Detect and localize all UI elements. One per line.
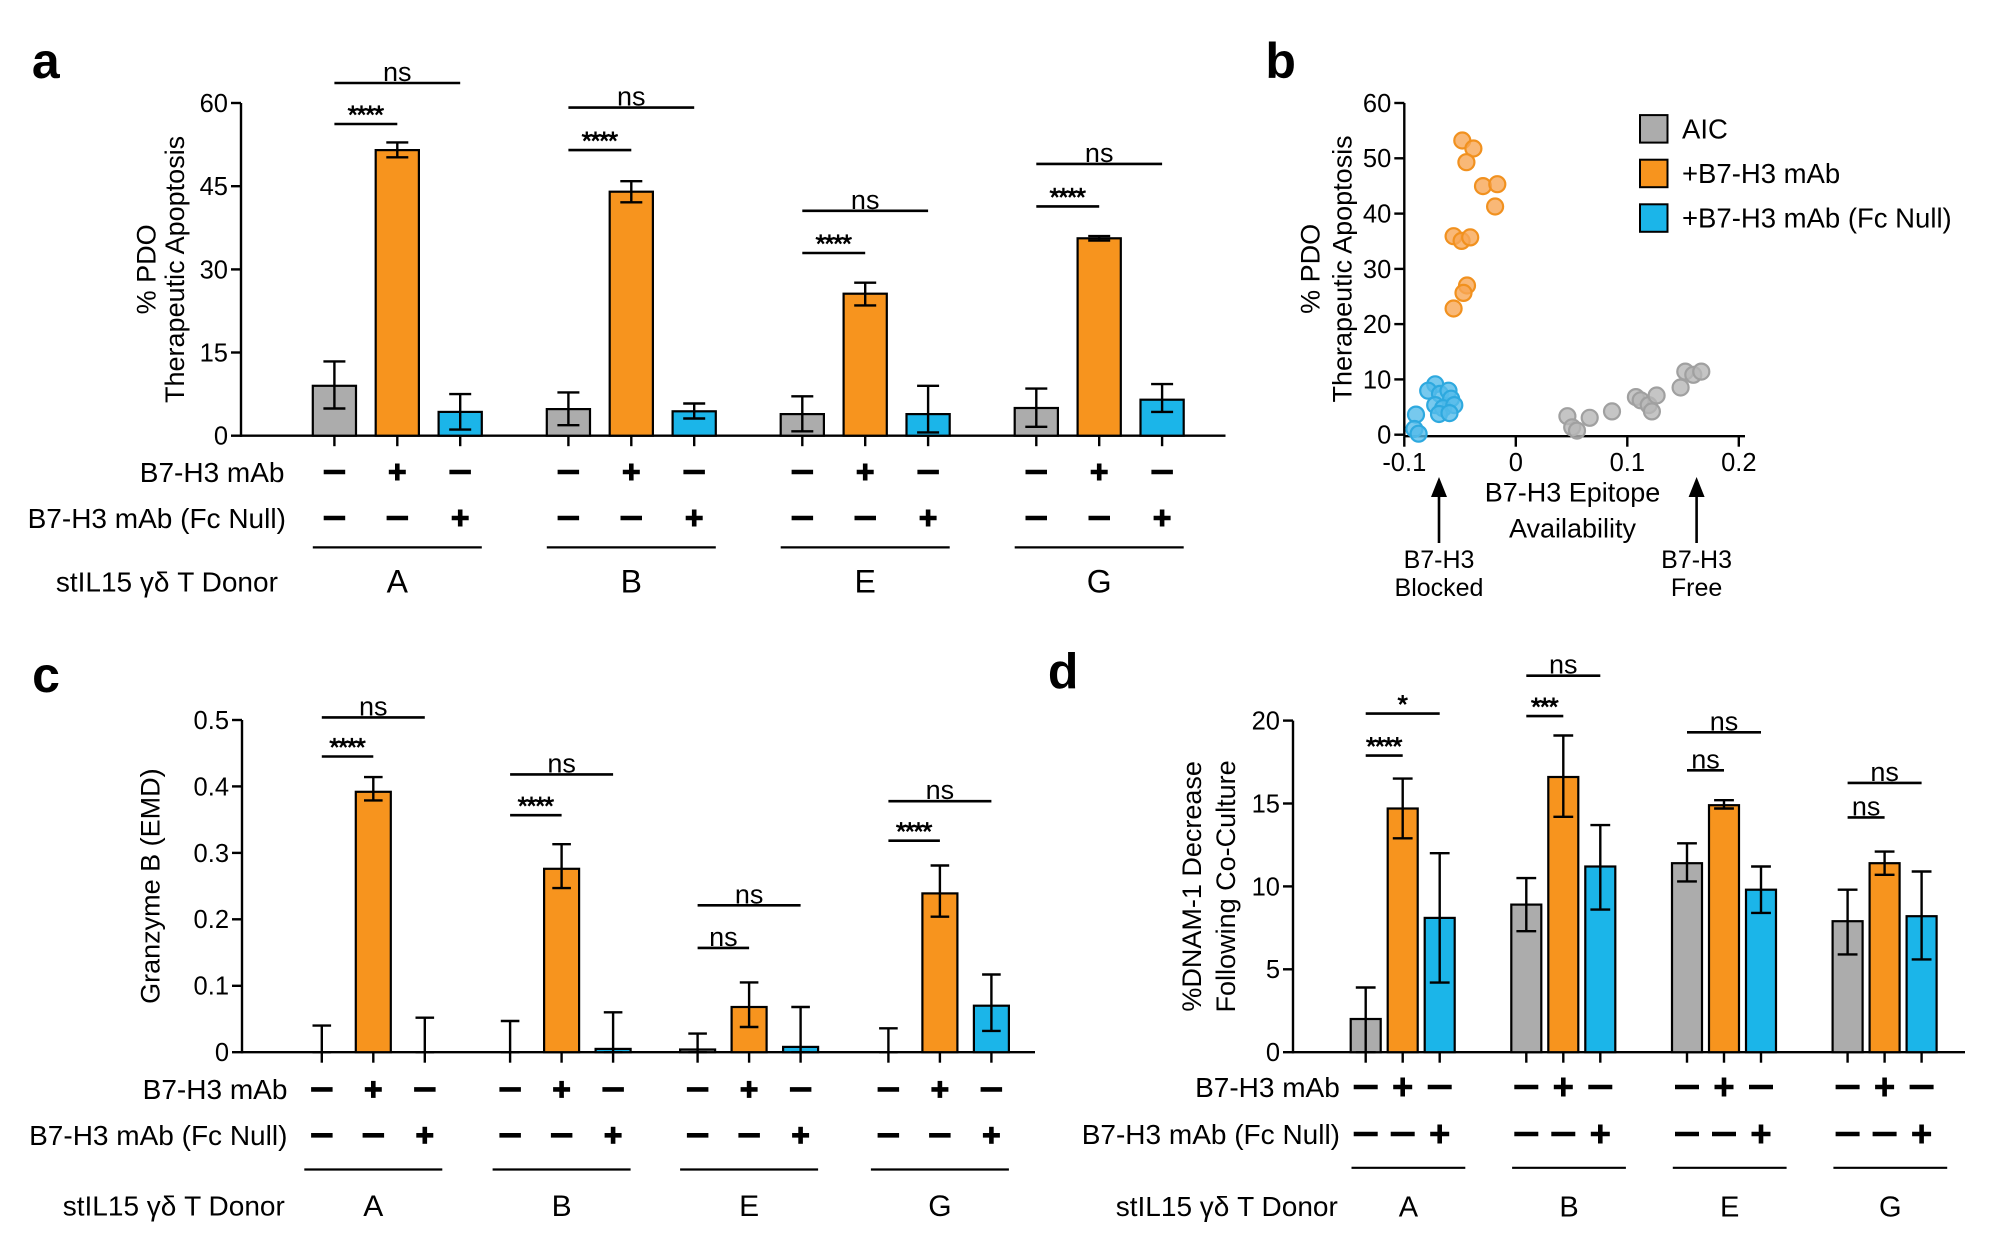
svg-text:15: 15 xyxy=(200,339,228,367)
svg-text:20: 20 xyxy=(1363,311,1391,339)
svg-text:0: 0 xyxy=(1377,422,1391,450)
svg-text:5: 5 xyxy=(1266,956,1280,984)
svg-text:Availability: Availability xyxy=(1509,513,1637,543)
svg-text:ns: ns xyxy=(1691,744,1720,774)
svg-text:A: A xyxy=(387,564,409,600)
svg-text:-0.1: -0.1 xyxy=(1382,449,1426,477)
svg-text:Blocked: Blocked xyxy=(1395,574,1484,602)
svg-text:+B7-H3 mAb: +B7-H3 mAb xyxy=(1682,158,1840,189)
svg-text:0.2: 0.2 xyxy=(194,906,229,934)
svg-text:A: A xyxy=(363,1190,383,1223)
svg-text:B7-H3 mAb (Fc Null): B7-H3 mAb (Fc Null) xyxy=(1082,1119,1340,1150)
svg-text:ns: ns xyxy=(926,775,955,805)
svg-text:ns: ns xyxy=(851,185,880,215)
svg-text:+B7-H3 mAb (Fc Null): +B7-H3 mAb (Fc Null) xyxy=(1682,203,1952,234)
svg-text:Therapeutic Apoptosis: Therapeutic Apoptosis xyxy=(1327,135,1357,402)
svg-text:15: 15 xyxy=(1252,790,1280,818)
svg-text:ns: ns xyxy=(1549,650,1578,680)
svg-text:B7-H3: B7-H3 xyxy=(1404,546,1475,574)
svg-text:ns: ns xyxy=(1710,706,1739,736)
svg-text:B7-H3 mAb: B7-H3 mAb xyxy=(140,457,285,488)
svg-text:ns: ns xyxy=(1852,791,1881,821)
svg-text:Free: Free xyxy=(1671,574,1722,602)
svg-text:% PDO: % PDO xyxy=(131,224,161,314)
svg-text:d: d xyxy=(1048,644,1079,700)
svg-text:60: 60 xyxy=(1363,90,1391,118)
svg-text:G: G xyxy=(928,1190,951,1223)
svg-text:0: 0 xyxy=(1266,1039,1280,1067)
svg-text:A: A xyxy=(1399,1191,1419,1223)
svg-text:50: 50 xyxy=(1363,145,1391,173)
svg-text:B7-H3 mAb (Fc Null): B7-H3 mAb (Fc Null) xyxy=(29,1120,287,1151)
svg-text:B: B xyxy=(621,564,642,600)
svg-text:stIL15 γδ T Donor: stIL15 γδ T Donor xyxy=(1116,1191,1338,1222)
svg-text:AIC: AIC xyxy=(1682,113,1728,144)
svg-text:E: E xyxy=(855,564,876,600)
svg-text:0.1: 0.1 xyxy=(194,973,229,1001)
svg-text:B: B xyxy=(552,1190,572,1223)
svg-text:% PDO: % PDO xyxy=(1295,224,1325,314)
svg-text:60: 60 xyxy=(200,90,228,118)
svg-text:10: 10 xyxy=(1363,366,1391,394)
svg-text:a: a xyxy=(32,33,61,89)
svg-text:Granzyme B (EMD): Granzyme B (EMD) xyxy=(135,768,165,1004)
svg-text:G: G xyxy=(1087,564,1112,600)
svg-text:B7-H3: B7-H3 xyxy=(1661,546,1732,574)
svg-text:0: 0 xyxy=(215,1039,229,1067)
svg-text:ns: ns xyxy=(1870,757,1899,787)
svg-text:30: 30 xyxy=(200,256,228,284)
svg-text:ns: ns xyxy=(359,691,388,721)
svg-text:0: 0 xyxy=(1509,449,1523,477)
svg-text:10: 10 xyxy=(1252,873,1280,901)
svg-text:%DNAM-1 Decrease: %DNAM-1 Decrease xyxy=(1177,761,1207,1012)
svg-text:c: c xyxy=(32,647,60,703)
svg-text:ns: ns xyxy=(1085,138,1114,168)
svg-text:20: 20 xyxy=(1252,708,1280,736)
svg-text:40: 40 xyxy=(1363,201,1391,229)
svg-text:E: E xyxy=(739,1190,759,1223)
svg-text:B7-H3 mAb (Fc Null): B7-H3 mAb (Fc Null) xyxy=(28,503,286,534)
svg-text:ns: ns xyxy=(617,82,646,112)
svg-text:G: G xyxy=(1879,1191,1902,1223)
svg-text:B7-H3 mAb: B7-H3 mAb xyxy=(1195,1072,1340,1103)
svg-text:E: E xyxy=(1720,1191,1739,1223)
svg-text:Following Co-Culture: Following Co-Culture xyxy=(1211,760,1241,1012)
svg-text:B: B xyxy=(1559,1191,1578,1223)
svg-text:B7-H3 mAb: B7-H3 mAb xyxy=(143,1074,288,1105)
svg-text:b: b xyxy=(1265,33,1296,89)
svg-text:ns: ns xyxy=(383,57,412,87)
svg-text:0.1: 0.1 xyxy=(1610,449,1645,477)
svg-text:0.3: 0.3 xyxy=(194,840,229,868)
svg-text:0.5: 0.5 xyxy=(194,707,229,735)
svg-text:stIL15 γδ T Donor: stIL15 γδ T Donor xyxy=(56,566,278,597)
svg-text:stIL15 γδ T Donor: stIL15 γδ T Donor xyxy=(63,1191,285,1222)
svg-text:0.2: 0.2 xyxy=(1721,449,1756,477)
svg-text:0: 0 xyxy=(214,423,228,451)
svg-text:30: 30 xyxy=(1363,256,1391,284)
svg-text:0.4: 0.4 xyxy=(194,773,229,801)
svg-text:ns: ns xyxy=(547,748,576,778)
svg-text:ns: ns xyxy=(709,922,738,952)
svg-text:ns: ns xyxy=(735,879,764,909)
svg-text:B7-H3 Epitope: B7-H3 Epitope xyxy=(1485,477,1661,507)
svg-text:Therapeutic Apoptosis: Therapeutic Apoptosis xyxy=(160,136,190,403)
svg-text:45: 45 xyxy=(200,173,228,201)
